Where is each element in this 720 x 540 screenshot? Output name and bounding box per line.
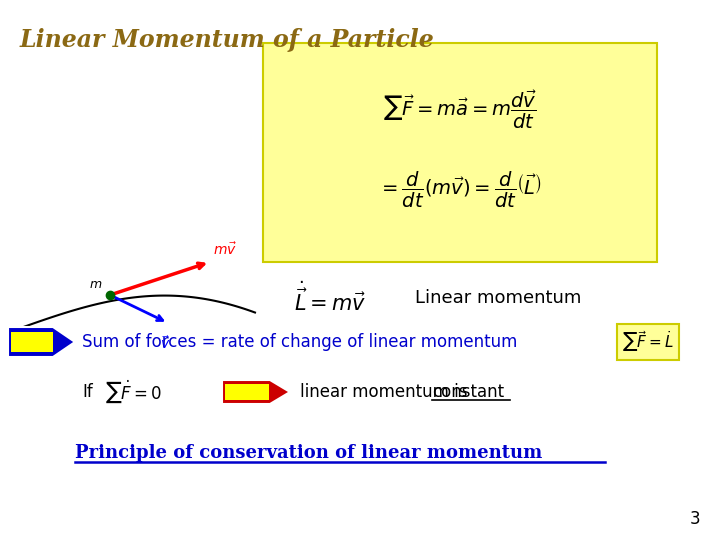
Text: $\sum \dot{F} = 0$: $\sum \dot{F} = 0$	[105, 379, 162, 405]
Text: $\sum \vec{F} = m\vec{a} = m\dfrac{d\vec{v}}{dt}$: $\sum \vec{F} = m\vec{a} = m\dfrac{d\vec…	[383, 89, 537, 131]
Text: If: If	[82, 383, 93, 401]
Text: Linear momentum: Linear momentum	[415, 289, 581, 307]
Text: Linear Momentum of a Particle: Linear Momentum of a Particle	[20, 28, 435, 52]
Text: $m$: $m$	[89, 278, 102, 291]
Text: constant: constant	[432, 383, 504, 401]
Text: Sum of forces = rate of change of linear momentum: Sum of forces = rate of change of linear…	[82, 333, 518, 351]
FancyArrow shape	[225, 384, 269, 400]
Text: Principle of conservation of linear momentum: Principle of conservation of linear mome…	[75, 444, 542, 462]
Text: $\sum \vec{F} = \dot{L}$: $\sum \vec{F} = \dot{L}$	[622, 329, 674, 354]
Text: linear momentum is: linear momentum is	[300, 383, 473, 401]
FancyBboxPatch shape	[263, 43, 657, 262]
FancyArrow shape	[11, 332, 53, 352]
Text: $= \dfrac{d}{dt}(m\vec{v}) = \dfrac{d}{dt}\left(\vec{L}\right)$: $= \dfrac{d}{dt}(m\vec{v}) = \dfrac{d}{d…	[378, 170, 542, 210]
FancyArrow shape	[222, 380, 290, 404]
Text: $m\vec{v}$: $m\vec{v}$	[213, 241, 237, 258]
Text: $\vec{v}$: $\vec{v}$	[160, 335, 170, 352]
Text: 3: 3	[689, 510, 700, 528]
FancyArrow shape	[8, 327, 75, 357]
Text: $\dot{\vec{L}} = m\vec{v}$: $\dot{\vec{L}} = m\vec{v}$	[294, 281, 366, 315]
